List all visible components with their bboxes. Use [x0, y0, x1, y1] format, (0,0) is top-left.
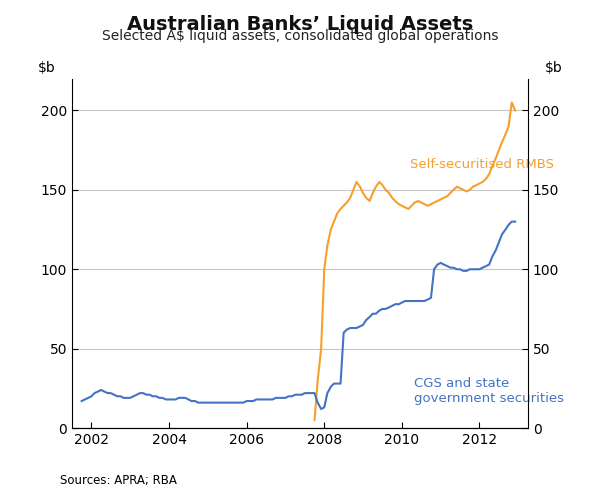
Text: $b: $b — [38, 61, 56, 75]
Text: $b: $b — [544, 61, 562, 75]
Text: Sources: APRA; RBA: Sources: APRA; RBA — [60, 474, 177, 487]
Text: CGS and state
government securities: CGS and state government securities — [413, 377, 563, 405]
Text: Australian Banks’ Liquid Assets: Australian Banks’ Liquid Assets — [127, 15, 473, 34]
Title: Selected A$ liquid assets, consolidated global operations: Selected A$ liquid assets, consolidated … — [102, 29, 498, 43]
Text: Self-securitised RMBS: Self-securitised RMBS — [410, 158, 554, 171]
